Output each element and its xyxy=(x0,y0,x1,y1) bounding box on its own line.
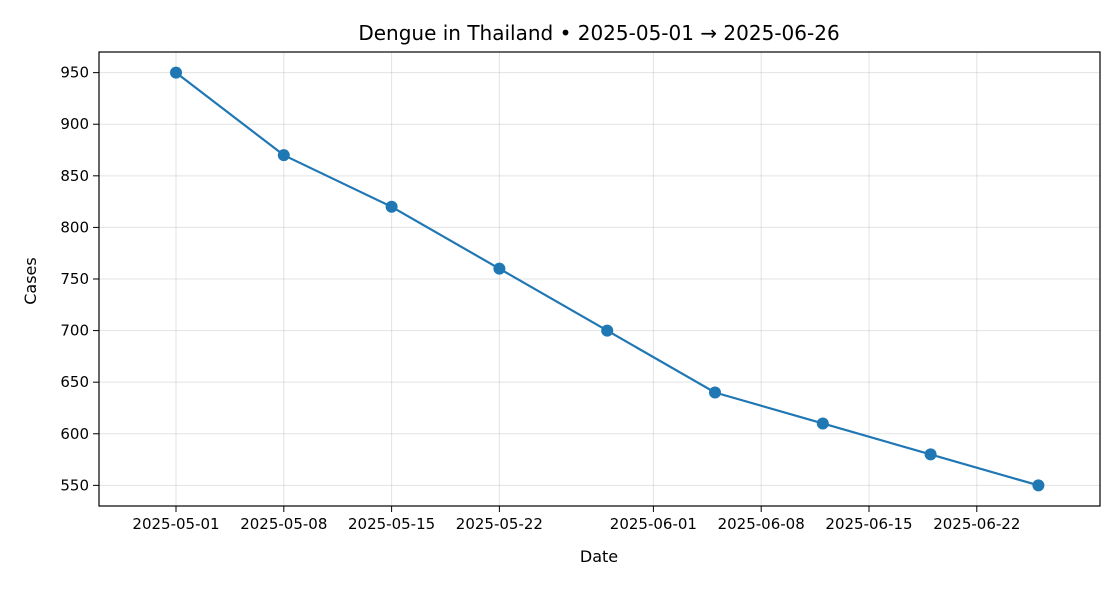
y-tick-label: 750 xyxy=(60,270,89,288)
y-axis: 550 600 650 700 750 800 850 900 950 xyxy=(60,64,99,494)
data-point xyxy=(816,417,829,430)
data-point xyxy=(277,149,290,162)
y-axis-label: Cases xyxy=(21,257,40,305)
data-point xyxy=(1032,479,1045,492)
grid xyxy=(99,52,1100,506)
y-tick-label: 600 xyxy=(60,425,89,443)
x-tick-label: 2025-06-01 xyxy=(610,515,697,533)
data-point xyxy=(385,200,398,213)
y-tick-label: 800 xyxy=(60,218,89,236)
x-tick-label: 2025-06-22 xyxy=(933,515,1020,533)
y-tick-label: 950 xyxy=(60,64,89,82)
y-tick-label: 550 xyxy=(60,476,89,494)
data-point xyxy=(493,262,506,275)
data-point xyxy=(601,324,614,337)
x-tick-label: 2025-06-08 xyxy=(718,515,805,533)
data-point xyxy=(170,66,182,79)
y-tick-label: 850 xyxy=(60,167,89,185)
x-tick-label: 2025-05-01 xyxy=(132,515,219,533)
x-tick-label: 2025-05-15 xyxy=(348,515,435,533)
x-tick-label: 2025-06-15 xyxy=(825,515,912,533)
data-point xyxy=(924,448,937,461)
series-line-group xyxy=(170,66,1045,492)
x-axis-label: Date xyxy=(580,547,618,566)
y-tick-label: 700 xyxy=(60,322,89,340)
x-tick-label: 2025-05-22 xyxy=(456,515,543,533)
x-axis: 2025-05-01 2025-05-08 2025-05-15 2025-05-22… xyxy=(132,506,1020,533)
chart-title: Dengue in Thailand • 2025-05-01 → 2025-0… xyxy=(358,21,839,45)
data-point xyxy=(709,386,721,399)
x-tick-label: 2025-05-08 xyxy=(240,515,327,533)
y-tick-label: 900 xyxy=(60,115,89,133)
y-tick-label: 650 xyxy=(60,373,89,391)
